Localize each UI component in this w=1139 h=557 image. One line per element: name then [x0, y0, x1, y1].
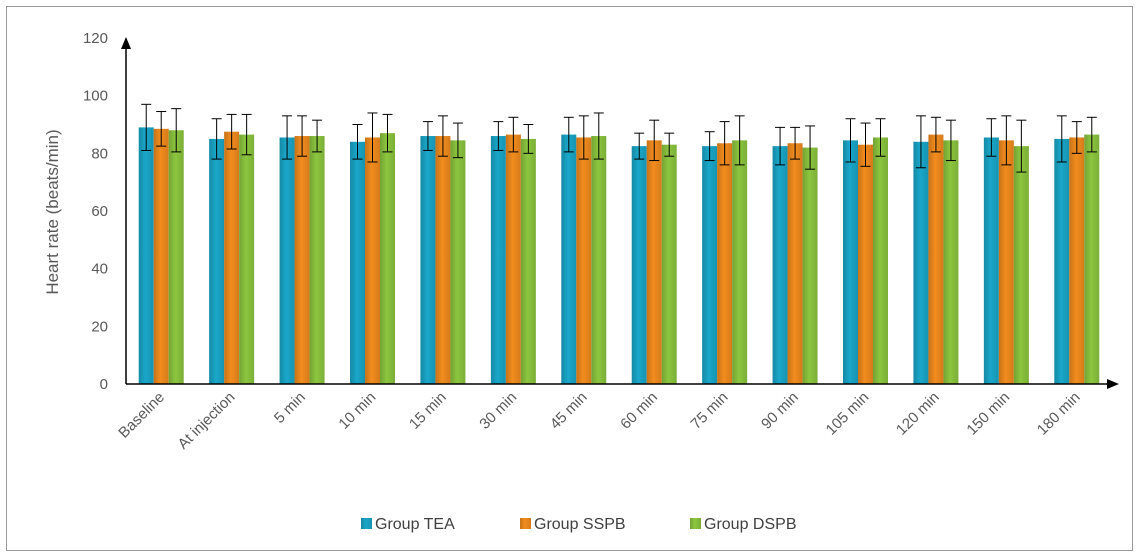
bar-group-tea	[279, 137, 295, 384]
bar-group-sspb	[1069, 137, 1085, 384]
bar-group-dspb	[380, 133, 395, 384]
bar-group-tea	[138, 127, 154, 384]
x-tick-label: 5 min	[271, 389, 309, 427]
bar-group-tea	[209, 138, 225, 384]
legend-swatch-group-tea	[361, 518, 372, 529]
y-axis-label: Heart rate (beats/min)	[43, 129, 62, 294]
bar-group-tea	[702, 146, 718, 384]
bar-group-sspb	[998, 140, 1014, 384]
bar-group-tea	[490, 136, 506, 384]
bar-group-sspb	[928, 134, 944, 384]
bar-group-sspb	[294, 136, 310, 384]
bar-group-tea	[420, 136, 436, 384]
y-tick-label: 40	[91, 261, 108, 278]
bar-group-dspb	[943, 140, 959, 384]
y-tick-label: 20	[91, 318, 108, 335]
bar-group-tea	[772, 146, 788, 384]
x-tick-label: At injection	[175, 389, 239, 453]
bar-group-dspb	[168, 130, 184, 384]
bar-group-sspb	[858, 144, 873, 384]
bar-group-tea	[631, 146, 647, 384]
y-tick-label: 0	[100, 376, 108, 393]
bar-group-dspb	[732, 140, 748, 384]
y-tick-label: 100	[83, 88, 108, 105]
bar-group-sspb	[435, 136, 451, 384]
legend-label: Group SSPB	[534, 516, 626, 533]
x-tick-label: 30 min	[476, 389, 520, 433]
x-tick-labels: Baseline At injection 5 min 10 min 15 min 30 …	[115, 389, 1083, 453]
legend: Group TEA Group SSPB Group DSPB	[361, 516, 796, 533]
bar-group-sspb	[717, 143, 733, 384]
bar-group-tea	[983, 137, 999, 384]
x-tick-label: 45 min	[547, 389, 591, 433]
bars-group	[138, 127, 1100, 384]
x-tick-label: 75 min	[688, 389, 732, 433]
bar-group-dspb	[1013, 146, 1029, 384]
bar-group-sspb	[365, 137, 380, 384]
y-tick-label: 120	[83, 30, 108, 47]
y-tick-labels: 0 20 40 60 80 100 120	[83, 30, 108, 393]
bar-group-sspb	[505, 134, 521, 384]
bar-group-dspb	[873, 137, 888, 384]
x-tick-label: Baseline	[115, 389, 168, 442]
bar-group-tea	[561, 134, 577, 384]
y-tick-label: 60	[91, 203, 108, 220]
bar-group-dspb	[802, 147, 818, 384]
bar-group-dspb	[520, 138, 536, 384]
bar-group-sspb	[787, 143, 803, 384]
x-tick-label: 10 min	[335, 389, 379, 433]
x-tick-label: 90 min	[758, 389, 802, 433]
bar-group-dspb	[309, 136, 325, 384]
y-tick-label: 80	[91, 145, 108, 162]
bar-group-sspb	[153, 128, 169, 384]
x-tick-label: 60 min	[617, 389, 661, 433]
bar-group-dspb	[1084, 134, 1100, 384]
bar-group-sspb	[576, 137, 592, 384]
x-tick-label: 180 min	[1034, 389, 1084, 439]
bar-group-dspb	[591, 136, 607, 384]
legend-label: Group TEA	[375, 516, 455, 533]
bar-group-tea	[843, 140, 858, 384]
x-axis-arrow	[1107, 379, 1119, 389]
x-tick-label: 105 min	[823, 389, 873, 439]
error-bars-group	[141, 103, 1097, 173]
bar-group-sspb	[646, 140, 662, 384]
bar-group-dspb	[661, 144, 677, 384]
legend-swatch-group-dspb	[690, 518, 701, 529]
legend-label: Group DSPB	[704, 516, 796, 533]
bar-group-tea	[1054, 138, 1070, 384]
bar-group-tea	[913, 141, 929, 384]
axes	[121, 37, 1119, 389]
x-tick-label: 120 min	[893, 389, 943, 439]
legend-swatch-group-sspb	[520, 518, 531, 529]
bar-group-dspb	[450, 140, 466, 384]
bar-group-sspb	[224, 131, 240, 384]
x-tick-label: 150 min	[963, 389, 1013, 439]
bar-group-dspb	[239, 134, 255, 384]
x-tick-label: 15 min	[406, 389, 450, 433]
bar-group-tea	[350, 141, 365, 384]
y-axis-arrow	[121, 37, 131, 49]
